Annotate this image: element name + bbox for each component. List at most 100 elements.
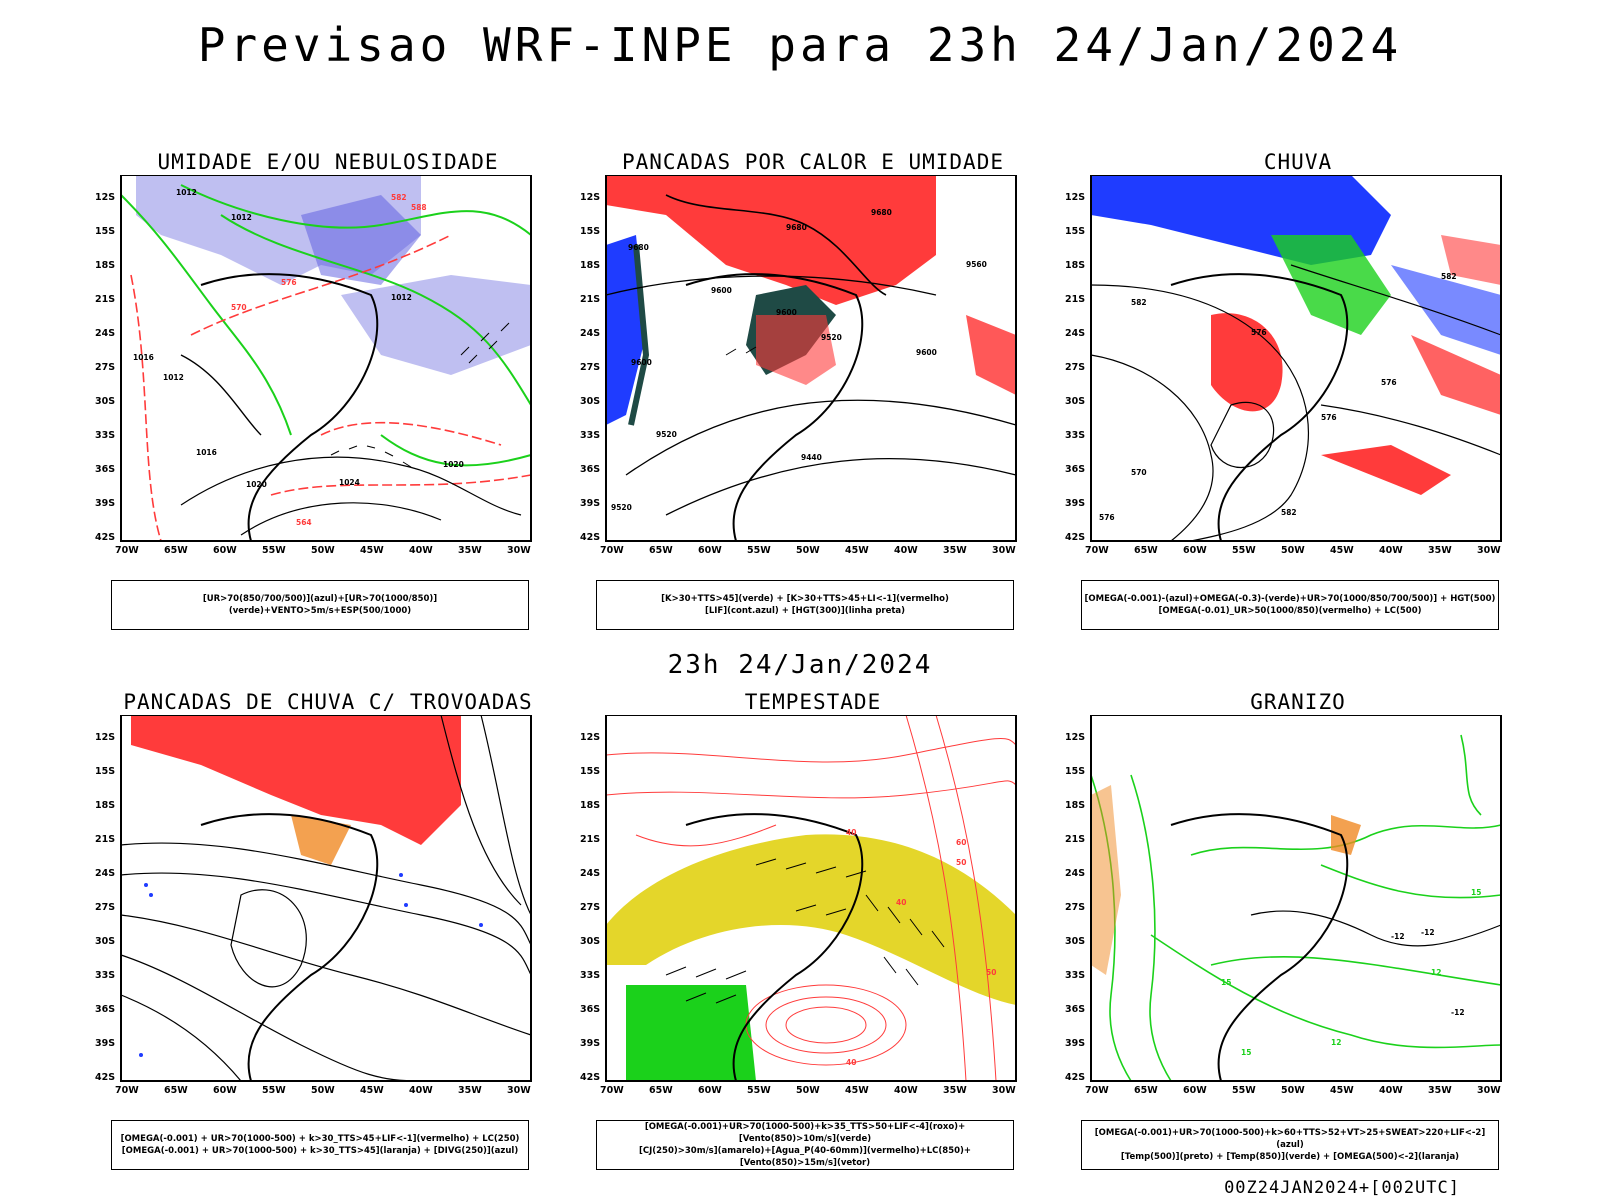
lon-tick-label: 65W xyxy=(1134,545,1158,556)
lat-tick-label: 30S xyxy=(95,396,115,407)
lat-tick-label: 24S xyxy=(580,328,600,339)
map-granizo: 12S 15S 18S 21S 24S 27S 30S 33S 36S 39S 42S 70W 65W 6… xyxy=(1063,715,1533,1108)
lat-tick-label: 39S xyxy=(580,498,600,509)
lat-tick-label: 21S xyxy=(95,834,115,845)
lon-tick-label: 70W xyxy=(600,545,624,556)
panel-legend: [OMEGA(-0.001)+UR>70(1000-500)+k>60+TTS>… xyxy=(1081,1120,1499,1170)
lon-tick-label: 50W xyxy=(311,1085,335,1096)
lat-tick-label: 27S xyxy=(95,902,115,913)
map-trovoadas: 12S 15S 18S 21S 24S 27S 30S 33S 36S 39S 42S 70W 65W 6… xyxy=(93,715,563,1108)
svg-text:1020: 1020 xyxy=(246,480,267,489)
lon-tick-label: 65W xyxy=(164,545,188,556)
svg-text:576: 576 xyxy=(1099,513,1115,522)
lat-tick-label: 12S xyxy=(95,732,115,743)
svg-text:1012: 1012 xyxy=(163,373,184,382)
lon-tick-label: 30W xyxy=(507,1085,531,1096)
lat-tick-label: 42S xyxy=(1065,1072,1085,1083)
svg-text:9440: 9440 xyxy=(801,453,822,462)
panel-legend: [OMEGA(-0.001)+UR>70(1000-500)+k>35_TTS>… xyxy=(596,1120,1014,1170)
lon-tick-label: 35W xyxy=(1428,1085,1452,1096)
lat-tick-label: 42S xyxy=(580,1072,600,1083)
lat-tick-label: 18S xyxy=(580,800,600,811)
svg-text:-12: -12 xyxy=(1421,928,1435,937)
lat-tick-label: 24S xyxy=(1065,868,1085,879)
svg-text:15: 15 xyxy=(1241,1048,1251,1057)
lat-tick-label: 42S xyxy=(1065,532,1085,543)
lat-tick-label: 27S xyxy=(95,362,115,373)
svg-text:582: 582 xyxy=(1131,298,1147,307)
panel-legend: [OMEGA(-0.001)-(azul)+OMEGA(-0.3)-(verde… xyxy=(1081,580,1499,630)
lon-tick-label: 65W xyxy=(649,1085,673,1096)
lon-tick-label: 70W xyxy=(115,1085,139,1096)
lat-tick-label: 39S xyxy=(1065,498,1085,509)
lon-tick-label: 35W xyxy=(943,1085,967,1096)
lat-tick-label: 18S xyxy=(95,800,115,811)
svg-text:570: 570 xyxy=(1131,468,1147,477)
svg-text:9600: 9600 xyxy=(776,308,797,317)
svg-text:12: 12 xyxy=(1431,968,1441,977)
lat-tick-label: 15S xyxy=(1065,226,1085,237)
panel-pancadas-calor: PANCADAS POR CALOR E UMIDADE 12S 15S 18S 21… xyxy=(578,150,1048,630)
lat-tick-label: 30S xyxy=(1065,936,1085,947)
svg-text:576: 576 xyxy=(281,278,297,287)
svg-text:576: 576 xyxy=(1381,378,1397,387)
lon-tick-label: 30W xyxy=(1477,1085,1501,1096)
svg-text:15: 15 xyxy=(1471,888,1481,897)
panel-tempestade: TEMPESTADE 12S 15S 18S 21S 24S 27S 30S 33S 36S 39… xyxy=(578,690,1048,1170)
svg-text:582: 582 xyxy=(1441,272,1457,281)
lat-tick-label: 33S xyxy=(95,430,115,441)
lat-tick-label: 39S xyxy=(1065,1038,1085,1049)
lon-tick-label: 45W xyxy=(845,545,869,556)
lon-tick-label: 45W xyxy=(360,545,384,556)
svg-text:60: 60 xyxy=(956,838,966,847)
run-footer: 00Z24JAN2024+[002UTC] xyxy=(1224,1178,1460,1198)
lat-tick-label: 21S xyxy=(1065,834,1085,845)
lon-tick-label: 40W xyxy=(409,545,433,556)
lon-tick-label: 35W xyxy=(943,545,967,556)
svg-text:9600: 9600 xyxy=(711,286,732,295)
panel-legend: [OMEGA(-0.001) + UR>70(1000-500) + k>30_… xyxy=(111,1120,529,1170)
lon-tick-label: 70W xyxy=(115,545,139,556)
lat-tick-label: 15S xyxy=(580,766,600,777)
lat-tick-label: 27S xyxy=(580,902,600,913)
panel-granizo: GRANIZO 12S 15S 18S 21S 24S 27S 30S 33S 36S 39S 42… xyxy=(1063,690,1533,1170)
lat-tick-label: 42S xyxy=(95,532,115,543)
panel-umidade: UMIDADE E/OU NEBULOSIDADE 12S 15S 18S 21S 24… xyxy=(93,150,563,630)
lat-tick-label: 27S xyxy=(580,362,600,373)
lon-tick-label: 45W xyxy=(845,1085,869,1096)
lat-tick-label: 24S xyxy=(95,328,115,339)
svg-text:1020: 1020 xyxy=(443,460,464,469)
lat-tick-label: 39S xyxy=(95,498,115,509)
lon-tick-label: 35W xyxy=(458,1085,482,1096)
lat-tick-label: 36S xyxy=(1065,1004,1085,1015)
lat-tick-label: 39S xyxy=(95,1038,115,1049)
lat-tick-label: 12S xyxy=(95,192,115,203)
svg-text:9520: 9520 xyxy=(656,430,677,439)
lon-tick-label: 70W xyxy=(1085,545,1109,556)
lon-tick-label: 35W xyxy=(458,545,482,556)
lon-tick-label: 30W xyxy=(992,1085,1016,1096)
svg-text:40: 40 xyxy=(846,828,856,837)
svg-text:-12: -12 xyxy=(1391,932,1405,941)
lat-tick-label: 27S xyxy=(1065,902,1085,913)
lat-tick-label: 21S xyxy=(580,834,600,845)
lon-tick-label: 45W xyxy=(1330,545,1354,556)
lat-tick-label: 33S xyxy=(1065,430,1085,441)
lon-tick-label: 40W xyxy=(894,545,918,556)
svg-text:40: 40 xyxy=(896,898,906,907)
lon-tick-label: 55W xyxy=(747,1085,771,1096)
lon-tick-label: 40W xyxy=(1379,1085,1403,1096)
lat-tick-label: 42S xyxy=(580,532,600,543)
lon-tick-label: 50W xyxy=(796,545,820,556)
lat-tick-label: 15S xyxy=(95,766,115,777)
svg-text:-12: -12 xyxy=(1451,1008,1465,1017)
svg-text:40: 40 xyxy=(846,1058,856,1067)
lat-tick-label: 24S xyxy=(580,868,600,879)
svg-text:9560: 9560 xyxy=(966,260,987,269)
lat-tick-label: 36S xyxy=(580,1004,600,1015)
